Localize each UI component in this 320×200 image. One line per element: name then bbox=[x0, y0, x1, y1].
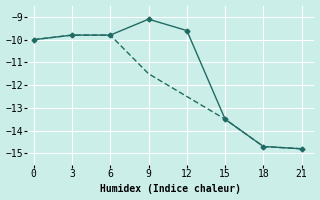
X-axis label: Humidex (Indice chaleur): Humidex (Indice chaleur) bbox=[100, 184, 241, 194]
